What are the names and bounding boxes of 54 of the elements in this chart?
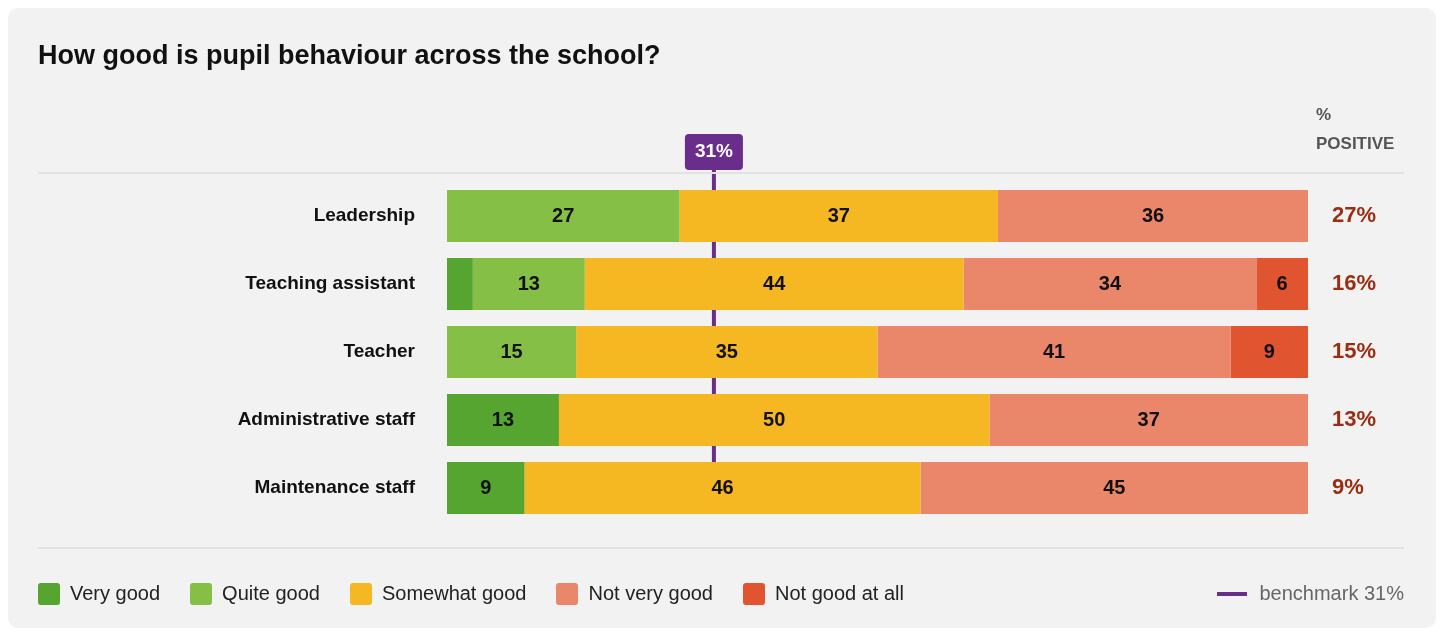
legend-label: Quite good xyxy=(222,582,320,605)
data-label: 46 xyxy=(711,475,734,498)
text: 13% xyxy=(1332,406,1377,432)
data-label: 13 xyxy=(517,271,540,294)
data-label: 13 xyxy=(491,407,515,430)
data-label: 50 xyxy=(763,407,786,430)
data-label: 41 xyxy=(1042,339,1066,362)
text: 9% xyxy=(1332,474,1364,500)
legend-label: Not very good xyxy=(588,582,713,605)
legend-label: Not good at all xyxy=(775,582,904,605)
data-label: 34 xyxy=(1098,271,1122,294)
text: % POSITIVE xyxy=(1316,104,1396,155)
legend-label: Somewhat good xyxy=(381,582,527,605)
bar xyxy=(584,257,964,311)
data-label: 9 xyxy=(480,475,492,498)
data-label: 6 xyxy=(1276,271,1288,294)
bar xyxy=(1256,257,1308,311)
bar xyxy=(447,325,577,379)
bar xyxy=(576,325,878,379)
text: benchmark 31% xyxy=(1259,582,1404,605)
data-label: 36 xyxy=(1141,203,1165,226)
legend-label: Very good xyxy=(70,582,161,605)
bar xyxy=(558,393,990,447)
y-tick-label: Leadership xyxy=(313,204,415,226)
bar xyxy=(447,461,525,515)
data-label: 44 xyxy=(763,271,787,294)
y-tick-label: Maintenance staff xyxy=(254,476,416,498)
data-label: 35 xyxy=(715,339,738,362)
bar xyxy=(998,189,1308,243)
data-label: 27 xyxy=(552,203,575,226)
bar xyxy=(1230,325,1308,379)
text: 27% xyxy=(1332,202,1377,228)
bar xyxy=(877,325,1231,379)
bar xyxy=(447,189,680,243)
data-label: 15 xyxy=(500,339,523,362)
bar xyxy=(989,393,1308,447)
chart-title: How good is pupil behaviour across the school? xyxy=(38,40,661,71)
text: 16% xyxy=(1332,270,1377,296)
text: 15% xyxy=(1332,338,1377,364)
data-label: 37 xyxy=(827,203,850,226)
data-label: 9 xyxy=(1263,339,1275,362)
ref-line-label: 31% xyxy=(694,140,734,162)
bar xyxy=(447,393,559,447)
bar xyxy=(472,257,585,311)
bar xyxy=(447,257,473,311)
bar xyxy=(963,257,1257,311)
data-label: 37 xyxy=(1137,407,1160,430)
bar xyxy=(524,461,921,515)
bar xyxy=(679,189,999,243)
data-label: 45 xyxy=(1103,475,1126,498)
y-tick-label: Teaching assistant xyxy=(245,272,416,294)
y-tick-label: Administrative staff xyxy=(237,408,416,430)
bar xyxy=(920,461,1308,515)
y-tick-label: Teacher xyxy=(343,340,416,362)
